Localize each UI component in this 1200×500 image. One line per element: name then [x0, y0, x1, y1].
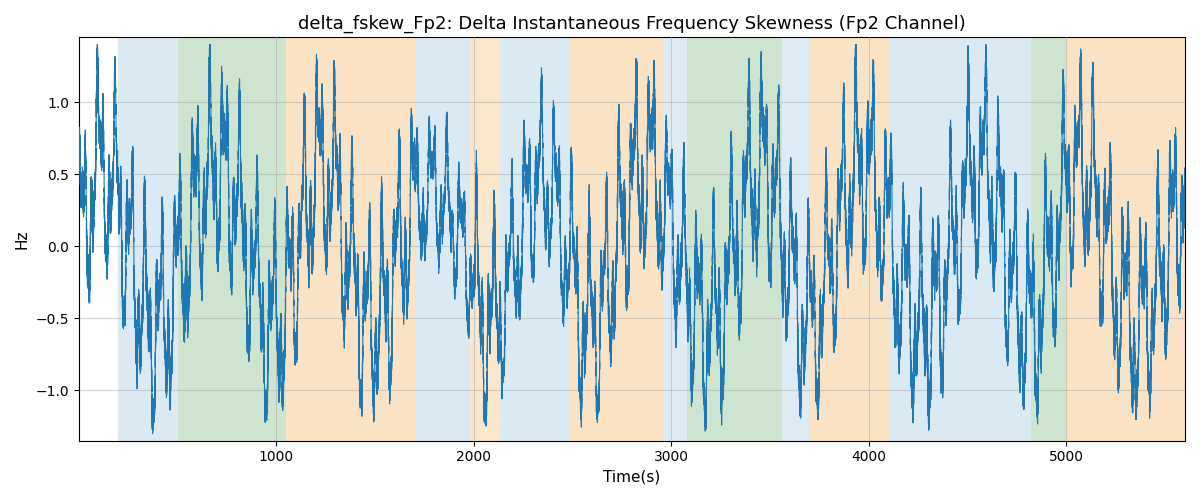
- Bar: [664, 38, 688, 440]
- Bar: [688, 38, 782, 440]
- X-axis label: Time(s): Time(s): [604, 470, 660, 485]
- Bar: [889, 38, 1031, 440]
- Bar: [119, 38, 178, 440]
- Bar: [569, 38, 664, 440]
- Bar: [810, 38, 889, 440]
- Bar: [782, 38, 810, 440]
- Bar: [287, 38, 415, 440]
- Y-axis label: Hz: Hz: [14, 230, 30, 249]
- Bar: [1031, 38, 1067, 440]
- Bar: [1067, 38, 1186, 440]
- Bar: [499, 38, 569, 440]
- Bar: [178, 38, 287, 440]
- Bar: [470, 38, 499, 440]
- Bar: [415, 38, 470, 440]
- Title: delta_fskew_Fp2: Delta Instantaneous Frequency Skewness (Fp2 Channel): delta_fskew_Fp2: Delta Instantaneous Fre…: [298, 15, 966, 34]
